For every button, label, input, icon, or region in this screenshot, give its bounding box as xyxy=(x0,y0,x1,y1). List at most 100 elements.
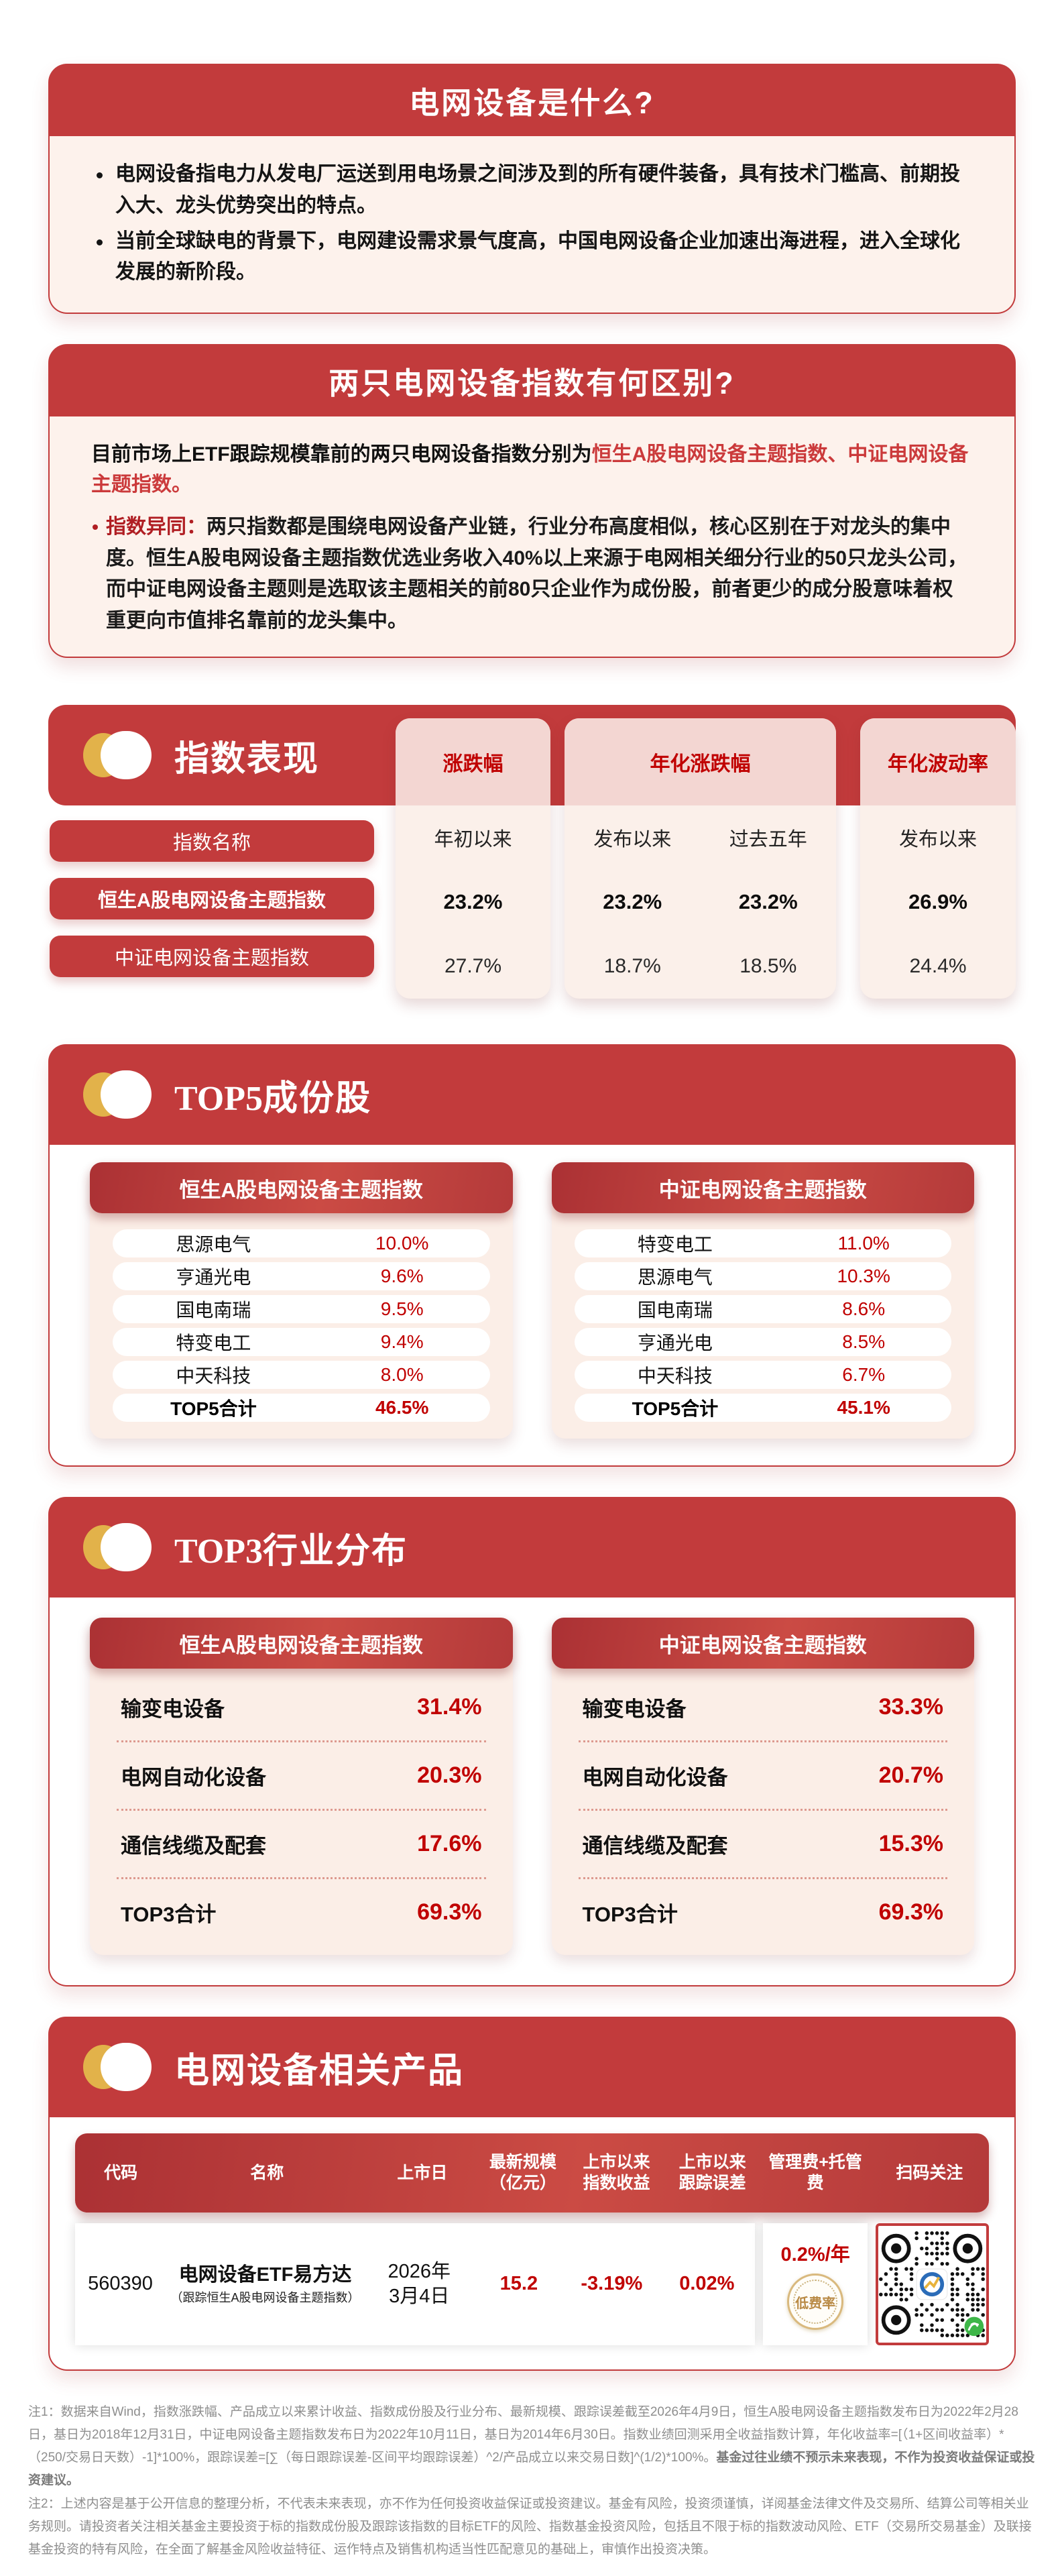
industry-row: 电网自动化设备 20.7% xyxy=(578,1742,947,1811)
card2-intro: 目前市场上ETF跟踪规模靠前的两只电网设备指数分别为恒生A股电网设备主题指数、中… xyxy=(91,439,973,500)
top3-title-en: TOP3 xyxy=(174,1532,263,1571)
industry-weight: 20.3% xyxy=(417,1762,482,1789)
industry-row: 输变电设备 31.4% xyxy=(117,1674,486,1743)
products-table-row: 560390 电网设备ETF易方达 （跟踪恒生A股电网设备主题指数） 2026年… xyxy=(75,2223,990,2346)
column-annualized-return-rows: 发布以来 过去五年 23.2% 23.2% 18.7% 18.5% xyxy=(565,805,836,999)
total-label: TOP3合计 xyxy=(121,1903,217,1927)
top5-panel-hs-rows: 思源电气 10.0% 亨通光电 9.6% 国电南瑞 9.5% 特变电工 9.4% 中天科… xyxy=(90,1213,513,1439)
header-tracking-error: 上市以来 跟踪误差 xyxy=(678,2152,746,2193)
pill-white-shape xyxy=(101,1523,152,1572)
total-label: TOP5合计 xyxy=(170,1398,257,1420)
stock-name: 中天科技 xyxy=(637,1365,713,1387)
card1-body: 电网设备指电力从发电厂运送到用电场景之间涉及到的所有硬件装备，具有技术门槛高、前… xyxy=(48,136,1016,315)
card2-intro-plain: 目前市场上ETF跟踪规模靠前的两只电网设备指数分别为 xyxy=(91,443,592,466)
low-fee-badge: 低费率 xyxy=(787,2274,844,2331)
footnote-1: 注1：数据来自Wind，指数涨跌幅、产品成立以来累计收益、指数成份股及行业分布、… xyxy=(28,2401,1036,2491)
stock-name: 亨通光电 xyxy=(176,1267,251,1288)
stock-row: 国电南瑞 8.6% xyxy=(574,1295,951,1324)
sub-header-since-launch: 发布以来 xyxy=(593,829,672,851)
industry-name: 电网自动化设备 xyxy=(121,1766,266,1790)
column-price-change-rows: 年初以来 23.2% 27.7% xyxy=(396,805,550,999)
total-value: 69.3% xyxy=(417,1899,482,1925)
value-hs-volatility: 26.9% xyxy=(908,890,967,914)
total-value: 45.1% xyxy=(837,1397,890,1418)
fund-tracking-error: 0.02% xyxy=(679,2273,735,2295)
card2-intro-highlight: 恒生A股电网设备主题指数、中证电网设备主题指数。 xyxy=(91,443,969,496)
card1-title: 电网设备是什么? xyxy=(409,85,655,120)
stock-weight: 6.7% xyxy=(842,1364,886,1386)
stock-name: 中天科技 xyxy=(176,1365,251,1387)
section-pill-icon xyxy=(83,1523,152,1572)
top3-title: TOP3行业分布 xyxy=(174,1522,408,1573)
top5-band: TOP5成份股 xyxy=(48,1044,1016,1145)
card1-bullet-2: 当前全球缺电的背景下，电网建设需求景气度高，中国电网设备企业加速出海进程，进入全… xyxy=(91,226,973,289)
top3-body: 恒生A股电网设备主题指数 输变电设备 31.4% 电网自动化设备 20.3% 通信线… xyxy=(48,1598,1016,1987)
footnote-2: 注2：上述内容是基于公开信息的整理分析，不代表未来表现，亦不作为任何投资收益保证… xyxy=(28,2497,1032,2557)
low-fee-badge-label: 低费率 xyxy=(793,2280,838,2325)
top3-panel-csi-rows: 输变电设备 33.3% 电网自动化设备 20.7% 通信线缆及配套 15.3% TOP… xyxy=(552,1669,975,1955)
sub-header-vol-since-launch: 发布以来 xyxy=(898,829,977,851)
top5-body: 恒生A股电网设备主题指数 思源电气 10.0% 亨通光电 9.6% 国电南瑞 9.5%… xyxy=(48,1145,1016,1467)
stock-weight: 10.0% xyxy=(375,1233,429,1254)
column-volatility-label: 年化波动率 xyxy=(860,718,1016,806)
card2-title: 两只电网设备指数有何区别? xyxy=(329,366,735,400)
column-annualized-return-label: 年化涨跌幅 xyxy=(565,718,836,806)
stock-weight: 8.5% xyxy=(842,1331,886,1353)
top5-panel-csi: 中证电网设备主题指数 特变电工 11.0% 思源电气 10.3% 国电南瑞 8.6% … xyxy=(551,1162,975,1439)
top5-total-row: TOP5合计 46.5% xyxy=(113,1394,490,1422)
top3-total-row: TOP3合计 69.3% xyxy=(579,1879,948,1946)
industry-weight: 31.4% xyxy=(417,1694,482,1720)
products-band: 电网设备相关产品 xyxy=(48,2017,1016,2118)
top5-panel-hs-title: 恒生A股电网设备主题指数 xyxy=(90,1162,513,1214)
related-products-section: 电网设备相关产品 代码 名称 上市日 最新规模 （亿元） 上市以来 指数收益 上… xyxy=(48,2017,1016,2371)
top3-band: TOP3行业分布 xyxy=(48,1497,1016,1598)
index-difference-card: 两只电网设备指数有何区别? 目前市场上ETF跟踪规模靠前的两只电网设备指数分别为… xyxy=(48,344,1016,659)
fund-code: 560390 xyxy=(88,2273,153,2295)
card2-diff: 指数异同：两只指数都是围绕电网设备产业链，行业分布高度相似，核心区别在于对龙头的… xyxy=(91,512,973,636)
value-hs-ytd: 23.2% xyxy=(443,890,503,914)
top3-total-row: TOP3合计 69.3% xyxy=(117,1879,486,1946)
fund-list-date: 2026年 3月4日 xyxy=(388,2260,451,2308)
products-table-header: 代码 名称 上市日 最新规模 （亿元） 上市以来 指数收益 上市以来 跟踪误差 … xyxy=(75,2133,989,2213)
total-value: 46.5% xyxy=(375,1397,429,1418)
index-row-2-name: 中证电网设备主题指数 xyxy=(50,936,374,978)
value-hs-past-5y: 23.2% xyxy=(738,890,798,914)
total-label: TOP3合计 xyxy=(582,1903,678,1927)
stock-weight: 9.6% xyxy=(380,1266,424,1287)
industry-name: 通信线缆及配套 xyxy=(582,1834,728,1858)
value-hs-since-launch: 23.2% xyxy=(603,890,662,914)
stock-name: 亨通光电 xyxy=(637,1333,713,1354)
top5-title: TOP5成份股 xyxy=(174,1070,371,1120)
sub-header-ytd: 年初以来 xyxy=(434,829,512,851)
column-price-change-label: 涨跌幅 xyxy=(396,718,550,806)
card2-header: 两只电网设备指数有何区别? xyxy=(48,344,1016,417)
section-pill-icon xyxy=(83,1070,152,1119)
industry-name: 输变电设备 xyxy=(121,1697,225,1722)
top5-panel-csi-rows: 特变电工 11.0% 思源电气 10.3% 国电南瑞 8.6% 亨通光电 8.5% 中天… xyxy=(552,1213,975,1439)
stock-weight: 8.6% xyxy=(842,1298,886,1320)
stock-name: 思源电气 xyxy=(637,1267,713,1288)
industry-weight: 17.6% xyxy=(417,1831,482,1857)
top3-panel-hs-rows: 输变电设备 31.4% 电网自动化设备 20.3% 通信线缆及配套 17.6% TOP… xyxy=(90,1669,513,1955)
top3-panel-csi: 中证电网设备主题指数 输变电设备 33.3% 电网自动化设备 20.7% 通信线缆及… xyxy=(551,1618,975,1956)
what-is-grid-equipment-card: 电网设备是什么? 电网设备指电力从发电厂运送到用电场景之间涉及到的所有硬件装备，… xyxy=(48,64,1016,315)
value-csi-since-launch: 18.7% xyxy=(603,955,661,978)
stock-weight: 8.0% xyxy=(380,1364,424,1386)
column-price-change: 涨跌幅 年初以来 23.2% 27.7% xyxy=(396,718,550,999)
qr-card xyxy=(875,2223,990,2346)
card2-diff-label: 指数异同： xyxy=(106,516,206,539)
sub-headers-annualized: 发布以来 过去五年 xyxy=(565,805,836,870)
industry-row: 通信线缆及配套 15.3% xyxy=(578,1811,947,1880)
stock-name: 国电南瑞 xyxy=(176,1300,251,1321)
top3-industry-section: TOP3行业分布 恒生A股电网设备主题指数 输变电设备 31.4% 电网自动化设备… xyxy=(48,1497,1016,1987)
top3-panel-hs-title: 恒生A股电网设备主题指数 xyxy=(90,1618,513,1669)
header-index-return: 上市以来 指数收益 xyxy=(583,2152,650,2193)
stock-row: 特变电工 11.0% xyxy=(574,1229,951,1258)
industry-name: 通信线缆及配套 xyxy=(121,1834,266,1858)
index-row-1-name: 恒生A股电网设备主题指数 xyxy=(50,878,374,920)
section-pill-icon xyxy=(83,2043,152,2092)
top5-total-row: TOP5合计 45.1% xyxy=(574,1394,951,1422)
card1-bullet-1: 电网设备指电力从发电厂运送到用电场景之间涉及到的所有硬件装备，具有技术门槛高、前… xyxy=(91,159,973,222)
industry-weight: 33.3% xyxy=(878,1694,943,1720)
